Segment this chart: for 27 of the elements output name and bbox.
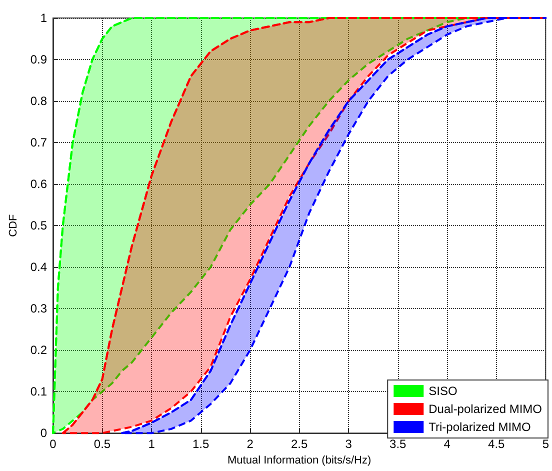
x-tick-label: 4 — [444, 437, 451, 452]
x-tick-label: 4.5 — [488, 437, 506, 452]
y-tick-label: 0.3 — [30, 302, 48, 316]
y-tick-label: 1 — [40, 11, 48, 25]
y-tick-label: 0.2 — [30, 343, 48, 358]
y-tick-label: 0.6 — [30, 177, 48, 192]
y-tick-label: 0 — [40, 426, 48, 440]
y-axis-title: CDF — [8, 214, 20, 237]
x-tick-label: 5 — [542, 437, 550, 452]
y-tick-label: 0.8 — [30, 94, 48, 108]
legend-label: SISO — [428, 384, 458, 398]
x-tick-label: 2.5 — [290, 437, 308, 452]
x-tick-label: 0.5 — [94, 437, 111, 452]
legend-label: Dual-polarized MIMO — [428, 402, 542, 416]
legend-label: Tri-polarized MIMO — [428, 420, 531, 434]
y-tick-label: 0.1 — [30, 384, 48, 399]
x-tick-label: 3 — [345, 437, 352, 452]
x-tick-label: 0 — [50, 437, 57, 452]
x-tick-label: 1.5 — [192, 437, 210, 452]
y-tick-label: 0.4 — [30, 260, 48, 274]
x-axis-title: Mutual Information (bits/s/Hz) — [228, 454, 372, 466]
y-tick-label: 0.9 — [30, 52, 48, 67]
x-tick-label: 1 — [148, 437, 156, 452]
x-tick-label: 2 — [246, 437, 254, 452]
x-tick-label: 3.5 — [390, 437, 407, 452]
y-tick-label: 0.7 — [30, 136, 48, 150]
y-tick-label: 0.5 — [30, 218, 48, 233]
